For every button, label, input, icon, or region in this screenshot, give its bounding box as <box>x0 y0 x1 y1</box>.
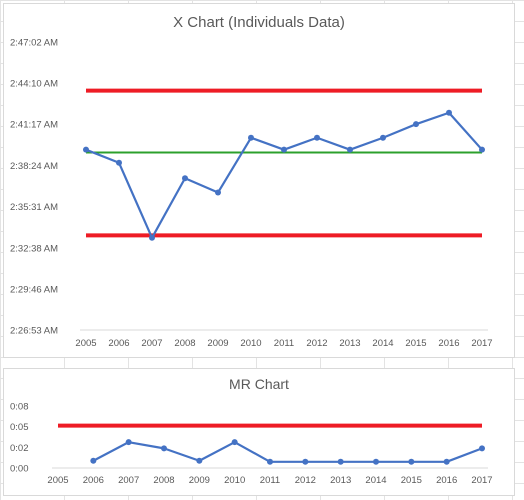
x-tick-label: 2011 <box>274 338 294 349</box>
x-tick-label: 2008 <box>174 338 195 349</box>
x-chart-plot: X Chart (Individuals Data) 2:26:53 AM 2:29… <box>10 14 493 349</box>
x-tick-label: 2016 <box>436 475 457 486</box>
data-point <box>380 134 386 141</box>
y-tick-label: 2:35:31 AM <box>10 202 58 213</box>
data-point <box>347 146 353 153</box>
y-tick-label: 2:32:38 AM <box>10 243 58 254</box>
data-point <box>413 121 419 128</box>
data-point <box>231 439 238 446</box>
x-tick-label: 2005 <box>47 475 68 486</box>
x-tick-label: 2005 <box>75 338 96 349</box>
x-tick-label: 2006 <box>108 338 129 349</box>
data-point <box>83 146 89 153</box>
y-tick-label: 0:02 <box>10 443 29 454</box>
x-tick-label: 2009 <box>189 475 210 486</box>
x-tick-label: 2015 <box>401 475 422 486</box>
data-point <box>267 458 273 465</box>
data-point <box>215 189 221 196</box>
y-tick-label: 2:29:46 AM <box>10 284 58 295</box>
data-point <box>302 458 309 465</box>
y-tick-label: 0:08 <box>10 402 29 413</box>
data-point <box>281 146 287 153</box>
y-tick-label: 0:05 <box>10 422 29 433</box>
x-tick-label: 2012 <box>295 475 316 486</box>
data-point <box>116 159 122 166</box>
x-chart[interactable]: X Chart (Individuals Data) 2:26:53 AM 2:29… <box>3 3 515 358</box>
x-tick-label: 2007 <box>141 338 162 349</box>
x-tick-label: 2014 <box>372 338 393 349</box>
x-tick-label: 2016 <box>438 338 459 349</box>
data-point <box>479 146 485 153</box>
x-tick-label: 2007 <box>118 475 139 486</box>
x-tick-label: 2010 <box>240 338 261 349</box>
y-tick-label: 2:26:53 AM <box>10 326 58 337</box>
data-point <box>149 234 155 241</box>
data-point <box>479 445 485 452</box>
x-tick-label: 2014 <box>365 475 386 486</box>
data-series-line <box>92 441 483 463</box>
data-point <box>248 134 254 141</box>
x-tick-label: 2011 <box>260 475 280 486</box>
x-tick-label: 2013 <box>330 475 351 486</box>
data-point <box>90 457 97 464</box>
x-tick-label: 2010 <box>224 475 245 486</box>
x-tick-label: 2013 <box>339 338 360 349</box>
chart-title: X Chart (Individuals Data) <box>173 14 345 31</box>
chart-title: MR Chart <box>229 376 289 392</box>
x-tick-label: 2008 <box>153 475 174 486</box>
x-tick-label: 2012 <box>306 338 327 349</box>
data-point <box>182 175 188 182</box>
y-tick-label: 2:44:10 AM <box>10 78 58 89</box>
data-point <box>446 109 452 116</box>
x-tick-label: 2006 <box>83 475 104 486</box>
data-series-line <box>85 111 483 239</box>
y-tick-label: 2:47:02 AM <box>10 38 58 49</box>
data-point <box>443 458 450 465</box>
y-tick-label: 0:00 <box>10 464 29 475</box>
data-point <box>337 458 344 465</box>
x-tick-label: 2017 <box>471 475 492 486</box>
x-tick-label: 2009 <box>207 338 228 349</box>
y-tick-label: 2:38:24 AM <box>10 161 58 172</box>
data-point <box>314 134 320 141</box>
data-point <box>161 445 167 452</box>
mr-chart-plot: MR Chart 0:00 0:02 0:05 0:08 2005 2006 2007 2008… <box>10 376 493 486</box>
data-point <box>408 458 415 465</box>
x-tick-label: 2015 <box>405 338 426 349</box>
data-point <box>196 457 203 464</box>
data-point <box>373 458 379 465</box>
x-tick-label: 2017 <box>471 338 492 349</box>
data-point <box>125 439 132 446</box>
y-tick-label: 2:41:17 AM <box>10 120 58 131</box>
mr-chart[interactable]: MR Chart 0:00 0:02 0:05 0:08 2005 2006 2007 2008… <box>3 368 515 496</box>
